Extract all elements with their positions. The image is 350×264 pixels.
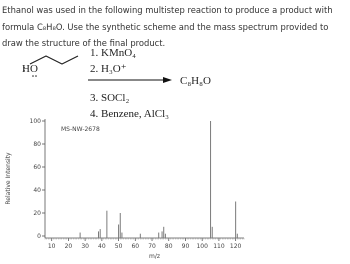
x-tick-label: 30 <box>81 243 89 250</box>
lone-pair <box>35 75 37 77</box>
x-tick-label: 40 <box>98 243 106 250</box>
x-tick-label: 50 <box>115 243 123 250</box>
x-tick-label: 60 <box>131 243 139 250</box>
reagent: 2. H₃O⁺ <box>90 63 127 75</box>
x-tick-label: 70 <box>148 243 156 250</box>
x-tick-label: 110 <box>213 243 225 250</box>
lone-pair <box>32 75 34 77</box>
y-tick-label: 20 <box>33 210 41 217</box>
y-axis-label: Relative Intensity <box>5 152 12 205</box>
x-tick-label: 20 <box>65 243 73 250</box>
x-tick-label: 80 <box>165 243 173 250</box>
ethanol-bonds <box>29 55 79 65</box>
lone-pair <box>23 66 25 69</box>
chart-title: MS-NW-2678 <box>61 126 100 133</box>
hydroxyl-label: HO <box>22 63 38 75</box>
reagent: 1. KMnO₄ <box>90 47 136 59</box>
lone-pair <box>23 69 25 72</box>
y-tick-label: 0 <box>37 233 41 240</box>
reagent: 3. SOCl₂ <box>90 92 129 104</box>
mass-spectrum: 0 20 40 60 80 100 10 20 30 40 50 60 70 80 90 100 110 120 M… <box>5 118 245 260</box>
y-tick-label: 100 <box>30 118 42 125</box>
x-axis-label: m/z <box>149 253 160 260</box>
y-tick-label: 40 <box>33 187 41 194</box>
y-tick-label: 80 <box>33 141 41 148</box>
x-tick-label: 100 <box>196 243 208 250</box>
question-text: Ethanol was used in the following multis… <box>2 5 333 48</box>
arrow-head <box>163 77 172 83</box>
x-tick-label: 10 <box>48 243 56 250</box>
x-tick-label: 90 <box>182 243 190 250</box>
y-tick-label: 60 <box>33 164 41 171</box>
x-tick-label: 120 <box>230 243 242 250</box>
product-formula: C₈H₈O <box>180 75 211 87</box>
reagent: 4. Benzene, AlCl₃ <box>90 108 169 120</box>
